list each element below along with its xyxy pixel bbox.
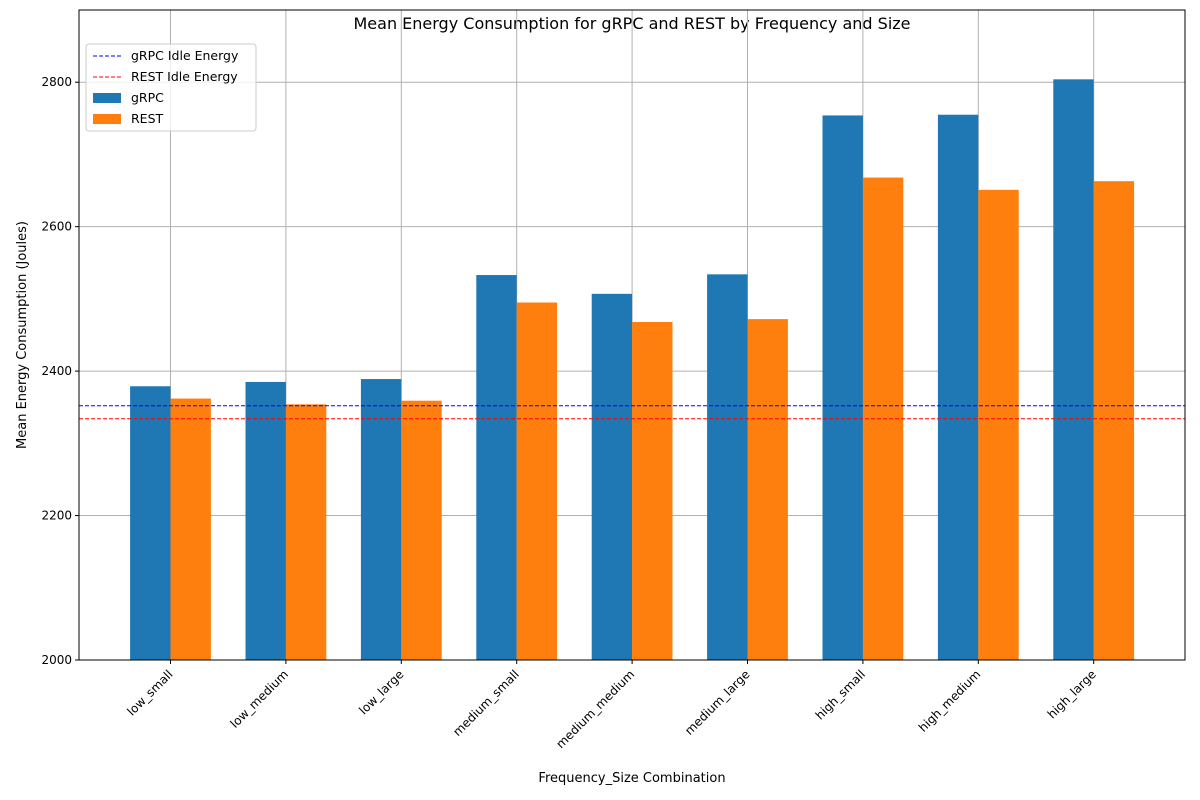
bar-grpc-low_small	[130, 386, 171, 660]
legend-label: gRPC	[131, 90, 164, 105]
legend-swatch	[93, 114, 121, 124]
bar-rest-medium_medium	[632, 322, 673, 660]
bar-grpc-low_large	[360, 379, 402, 660]
bar-grpc-high_small	[822, 115, 863, 660]
bar-rest-medium_large	[747, 319, 788, 660]
legend: gRPC Idle Energy REST Idle Energy gRPC REST	[85, 43, 257, 132]
legend-label: REST Idle Energy	[131, 69, 238, 84]
bar-rest-low_medium	[285, 404, 327, 660]
y-tick-label: 2000	[41, 653, 72, 667]
x-axis-label: Frequency_Size Combination	[538, 771, 725, 786]
bar-grpc-high_medium	[937, 114, 979, 660]
y-tick-label: 2200	[41, 509, 72, 523]
y-axis: 2000 2200 2400 2600 2800	[41, 75, 79, 667]
legend-label: gRPC Idle Energy	[131, 48, 239, 63]
bar-grpc-medium_large	[707, 274, 748, 660]
bar-grpc-high_large	[1053, 79, 1094, 661]
bar-rest-high_medium	[978, 189, 1019, 661]
legend-label: REST	[131, 111, 164, 126]
bar-rest-low_large	[401, 400, 442, 660]
bar-rest-medium_small	[516, 302, 558, 660]
y-tick-label: 2800	[41, 75, 72, 89]
y-axis-label: Mean Energy Consumption (Joules)	[15, 221, 30, 449]
bar-rest-high_large	[1093, 181, 1135, 660]
bar-grpc-medium_medium	[591, 293, 633, 660]
bars	[130, 79, 1135, 661]
bar-rest-low_small	[170, 398, 211, 660]
legend-box	[85, 43, 257, 132]
y-tick-label: 2400	[41, 364, 72, 378]
bar-grpc-medium_small	[476, 275, 517, 660]
legend-swatch	[93, 93, 121, 103]
reference-lines	[79, 405, 1185, 420]
y-tick-label: 2600	[41, 220, 72, 234]
bar-grpc-low_medium	[245, 381, 286, 660]
